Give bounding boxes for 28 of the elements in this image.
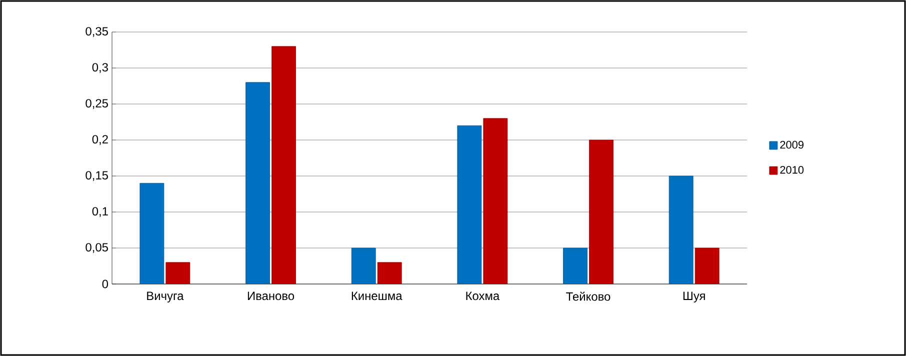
y-tick-label: 0 <box>102 280 108 288</box>
bar <box>563 248 588 284</box>
bar <box>140 183 164 284</box>
bar <box>166 262 190 284</box>
y-tick-label: 0,15 <box>86 171 108 181</box>
y-tick-label: 0,05 <box>86 243 108 253</box>
legend-label: 2009 <box>780 140 804 149</box>
bar <box>457 125 482 284</box>
y-tick-label: 0,35 <box>86 27 108 37</box>
bar <box>272 46 296 284</box>
bar <box>377 262 402 284</box>
x-tick-label: Кинешма <box>352 292 402 300</box>
x-tick-label: Иваново <box>248 292 294 300</box>
bar <box>668 176 694 284</box>
x-tick-label: Вичуга <box>147 292 184 302</box>
bar <box>246 82 270 284</box>
y-tick-label: 0,1 <box>92 207 108 217</box>
legend-label: 2010 <box>780 166 804 174</box>
y-tick-label: 0,3 <box>92 63 108 73</box>
bar <box>589 140 614 284</box>
x-tick-label: Кохма <box>466 292 500 300</box>
bar <box>351 248 376 284</box>
x-tick-label: Шуя <box>683 292 705 302</box>
bar <box>483 118 508 284</box>
x-tick-label: Тейково <box>566 292 610 301</box>
bar <box>694 248 720 284</box>
y-tick-label: 0,2 <box>92 135 108 145</box>
y-tick-label: 0,25 <box>86 99 108 109</box>
